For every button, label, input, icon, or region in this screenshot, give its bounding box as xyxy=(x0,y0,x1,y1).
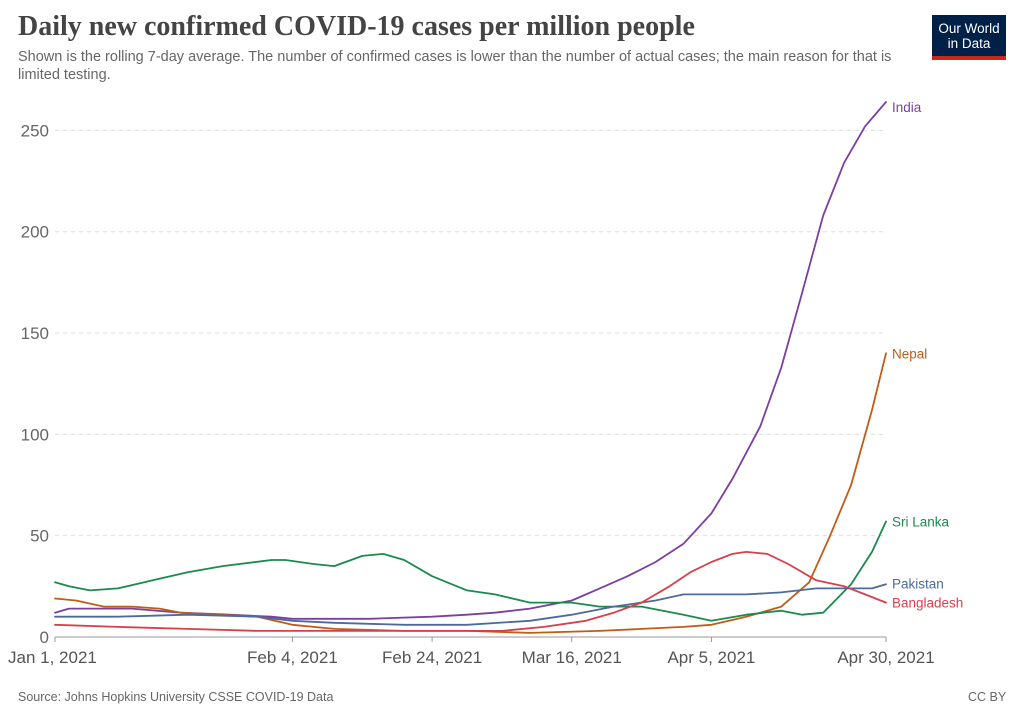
logo-line-1: Our World xyxy=(938,21,1000,36)
source-note: Source: Johns Hopkins University CSSE CO… xyxy=(18,690,334,704)
x-tick-label: Apr 5, 2021 xyxy=(667,648,755,667)
y-tick-label: 150 xyxy=(21,324,49,343)
series-line-nepal[interactable] xyxy=(54,352,887,634)
license-link[interactable]: CC BY xyxy=(968,690,1007,704)
series-labels: India Nepal Sri Lanka Pakistan Bangladesh xyxy=(892,100,963,611)
y-tick-label: 50 xyxy=(30,527,49,546)
x-tick-label: Feb 24, 2021 xyxy=(382,648,482,667)
series-line-india[interactable] xyxy=(54,101,887,620)
gridlines: 0 50 100 150 200 250 xyxy=(21,121,886,647)
x-tick-label: Mar 16, 2021 xyxy=(522,648,622,667)
series-label-sri-lanka[interactable]: Sri Lanka xyxy=(892,514,950,529)
x-tick-label: Feb 4, 2021 xyxy=(247,648,338,667)
x-axis: Jan 1, 2021 Feb 4, 2021 Feb 24, 2021 Mar 16… xyxy=(8,636,935,667)
series-line-sri-lanka[interactable] xyxy=(54,520,887,622)
line-chart: 0 50 100 150 200 250 India Nepal Sri Lanka Pakis… xyxy=(8,100,963,667)
y-tick-label: 200 xyxy=(21,223,49,242)
x-tick-label: Jan 1, 2021 xyxy=(8,648,97,667)
series-label-pakistan[interactable]: Pakistan xyxy=(892,576,944,591)
series-label-bangladesh[interactable]: Bangladesh xyxy=(892,596,963,611)
y-tick-label: 250 xyxy=(21,121,49,140)
series-line-bangladesh[interactable] xyxy=(54,551,887,632)
y-tick-label: 0 xyxy=(40,628,49,647)
x-tick-label: Apr 30, 2021 xyxy=(837,648,934,667)
y-tick-label: 100 xyxy=(21,425,49,444)
chart-title: Daily new confirmed COVID-19 cases per m… xyxy=(18,11,695,42)
series-label-nepal[interactable]: Nepal xyxy=(892,346,927,361)
series-line-pakistan[interactable] xyxy=(54,583,887,626)
chart-subtitle: Shown is the rolling 7-day average. The … xyxy=(18,49,892,83)
logo-line-2: in Data xyxy=(947,36,991,51)
series-label-india[interactable]: India xyxy=(892,100,922,115)
series-lines xyxy=(54,101,887,634)
owid-logo[interactable]: Our World in Data xyxy=(932,15,1006,60)
